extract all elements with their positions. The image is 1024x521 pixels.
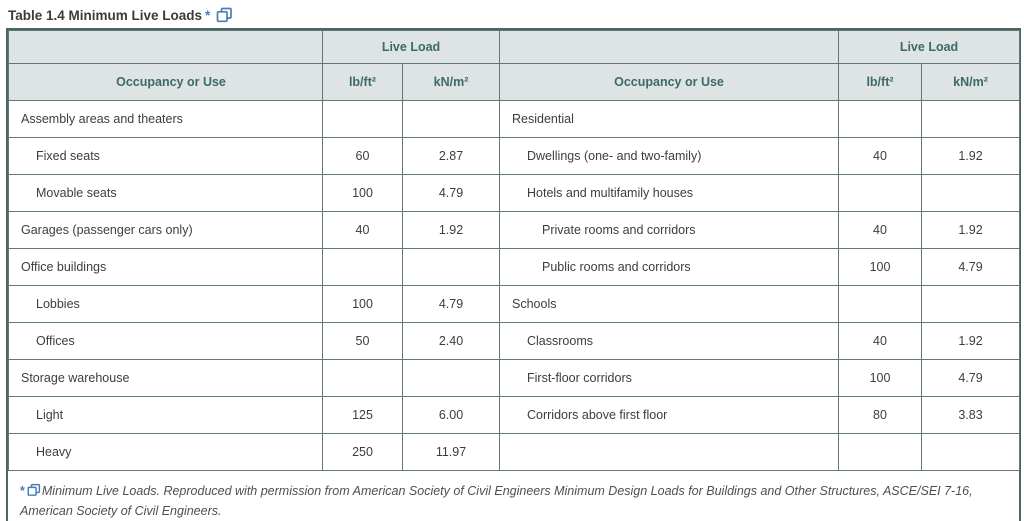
- occupancy-header-left: Occupancy or Use: [8, 63, 323, 101]
- left-occupancy-cell: Fixed seats: [8, 137, 323, 175]
- left-lb-value-cell: 100: [322, 285, 403, 323]
- right-lb-value-cell: [838, 285, 922, 323]
- right-kn-value-cell: 3.83: [921, 396, 1020, 434]
- right-kn-value-cell: [921, 433, 1020, 471]
- left-lb-value-cell: 60: [322, 137, 403, 175]
- table-row: Storage warehouse First-floor corridors 10…: [8, 359, 1020, 397]
- right-kn-value-cell: 4.79: [921, 359, 1020, 397]
- right-occupancy-cell: Public rooms and corridors: [499, 248, 839, 286]
- header-spacer-left: [8, 30, 323, 64]
- occupancy-header-right: Occupancy or Use: [499, 63, 839, 101]
- left-kn-value-cell: 2.40: [402, 322, 500, 360]
- left-kn-value-cell: [402, 100, 500, 138]
- left-kn-value-cell: [402, 359, 500, 397]
- left-kn-value-cell: 1.92: [402, 211, 500, 249]
- table-row: Garages (passenger cars only) 40 1.92 Priva…: [8, 211, 1020, 249]
- footnote-marker: *: [20, 484, 25, 498]
- right-lb-value-cell: 100: [838, 248, 922, 286]
- left-occupancy-cell: Office buildings: [8, 248, 323, 286]
- right-occupancy-cell: Corridors above first floor: [499, 396, 839, 434]
- table-row: Movable seats 100 4.79 Hotels and multifami…: [8, 174, 1020, 212]
- table-row: Lobbies 100 4.79 Schools: [8, 285, 1020, 323]
- left-lb-value-cell: [322, 248, 403, 286]
- left-lb-value-cell: [322, 359, 403, 397]
- left-lb-value-cell: 125: [322, 396, 403, 434]
- right-kn-value-cell: 1.92: [921, 137, 1020, 175]
- right-kn-value-cell: [921, 100, 1020, 138]
- right-lb-value-cell: [838, 174, 922, 212]
- right-kn-value-cell: [921, 174, 1020, 212]
- left-lb-value-cell: 40: [322, 211, 403, 249]
- right-occupancy-cell: Residential: [499, 100, 839, 138]
- left-occupancy-cell: Heavy: [8, 433, 323, 471]
- right-lb-value-cell: [838, 433, 922, 471]
- table-body: Assembly areas and theaters Residential Fi…: [8, 100, 1020, 471]
- table-title-footnote-marker[interactable]: *: [205, 7, 211, 23]
- table-panel: Live Load Live Load Occupancy or Use lb/…: [6, 28, 1021, 521]
- table-title-text: Table 1.4 Minimum Live Loads: [8, 7, 203, 23]
- right-lb-value-cell: 40: [838, 322, 922, 360]
- right-kn-value-cell: 4.79: [921, 248, 1020, 286]
- left-occupancy-cell: Lobbies: [8, 285, 323, 323]
- pages-icon[interactable]: [216, 7, 233, 23]
- right-lb-value-cell: 40: [838, 211, 922, 249]
- kn-header-right: kN/m²: [921, 63, 1020, 101]
- left-occupancy-cell: Assembly areas and theaters: [8, 100, 323, 138]
- right-occupancy-cell: Classrooms: [499, 322, 839, 360]
- header-row-columns: Occupancy or Use lb/ft² kN/m² Occupancy …: [8, 63, 1020, 101]
- footnote-text: Minimum Live Loads. Reproduced with perm…: [20, 484, 973, 519]
- left-occupancy-cell: Light: [8, 396, 323, 434]
- left-occupancy-cell: Garages (passenger cars only): [8, 211, 323, 249]
- right-occupancy-cell: Schools: [499, 285, 839, 323]
- pages-icon[interactable]: [27, 483, 41, 497]
- table-row: Fixed seats 60 2.87 Dwellings (one- and two…: [8, 137, 1020, 175]
- table-row: Assembly areas and theaters Residential: [8, 100, 1020, 138]
- table-row: Office buildings Public rooms and corrido…: [8, 248, 1020, 286]
- left-kn-value-cell: 2.87: [402, 137, 500, 175]
- left-kn-value-cell: 4.79: [402, 174, 500, 212]
- right-occupancy-cell: Private rooms and corridors: [499, 211, 839, 249]
- right-lb-value-cell: 80: [838, 396, 922, 434]
- lb-header-right: lb/ft²: [838, 63, 922, 101]
- left-lb-value-cell: 250: [322, 433, 403, 471]
- left-occupancy-cell: Storage warehouse: [8, 359, 323, 397]
- table-row: Offices 50 2.40 Classrooms 40 1.92: [8, 322, 1020, 360]
- right-kn-value-cell: 1.92: [921, 211, 1020, 249]
- left-kn-value-cell: 4.79: [402, 285, 500, 323]
- right-occupancy-cell: First-floor corridors: [499, 359, 839, 397]
- live-load-group-header-left: Live Load: [322, 30, 500, 64]
- live-load-group-header-right: Live Load: [838, 30, 1020, 64]
- right-occupancy-cell: [499, 433, 839, 471]
- left-kn-value-cell: 6.00: [402, 396, 500, 434]
- right-occupancy-cell: Hotels and multifamily houses: [499, 174, 839, 212]
- right-kn-value-cell: [921, 285, 1020, 323]
- left-occupancy-cell: Movable seats: [8, 174, 323, 212]
- header-spacer-right: [499, 30, 839, 64]
- left-kn-value-cell: 11.97: [402, 433, 500, 471]
- right-kn-value-cell: 1.92: [921, 322, 1020, 360]
- header-row-groups: Live Load Live Load: [8, 30, 1020, 64]
- left-lb-value-cell: 50: [322, 322, 403, 360]
- table-title: Table 1.4 Minimum Live Loads *: [0, 0, 1024, 28]
- lb-header-left: lb/ft²: [322, 63, 403, 101]
- right-lb-value-cell: [838, 100, 922, 138]
- right-lb-value-cell: 40: [838, 137, 922, 175]
- right-lb-value-cell: 100: [838, 359, 922, 397]
- kn-header-left: kN/m²: [402, 63, 500, 101]
- table-row: Light 125 6.00 Corridors above first floor 8…: [8, 396, 1020, 434]
- table-row: Heavy 250 11.97: [8, 433, 1020, 471]
- minimum-live-loads-table: Live Load Live Load Occupancy or Use lb/…: [8, 30, 1020, 471]
- right-occupancy-cell: Dwellings (one- and two-family): [499, 137, 839, 175]
- left-occupancy-cell: Offices: [8, 322, 323, 360]
- footnote: * Minimum Live Loads. Reproduced with pe…: [8, 471, 1019, 521]
- left-lb-value-cell: [322, 100, 403, 138]
- left-lb-value-cell: 100: [322, 174, 403, 212]
- left-kn-value-cell: [402, 248, 500, 286]
